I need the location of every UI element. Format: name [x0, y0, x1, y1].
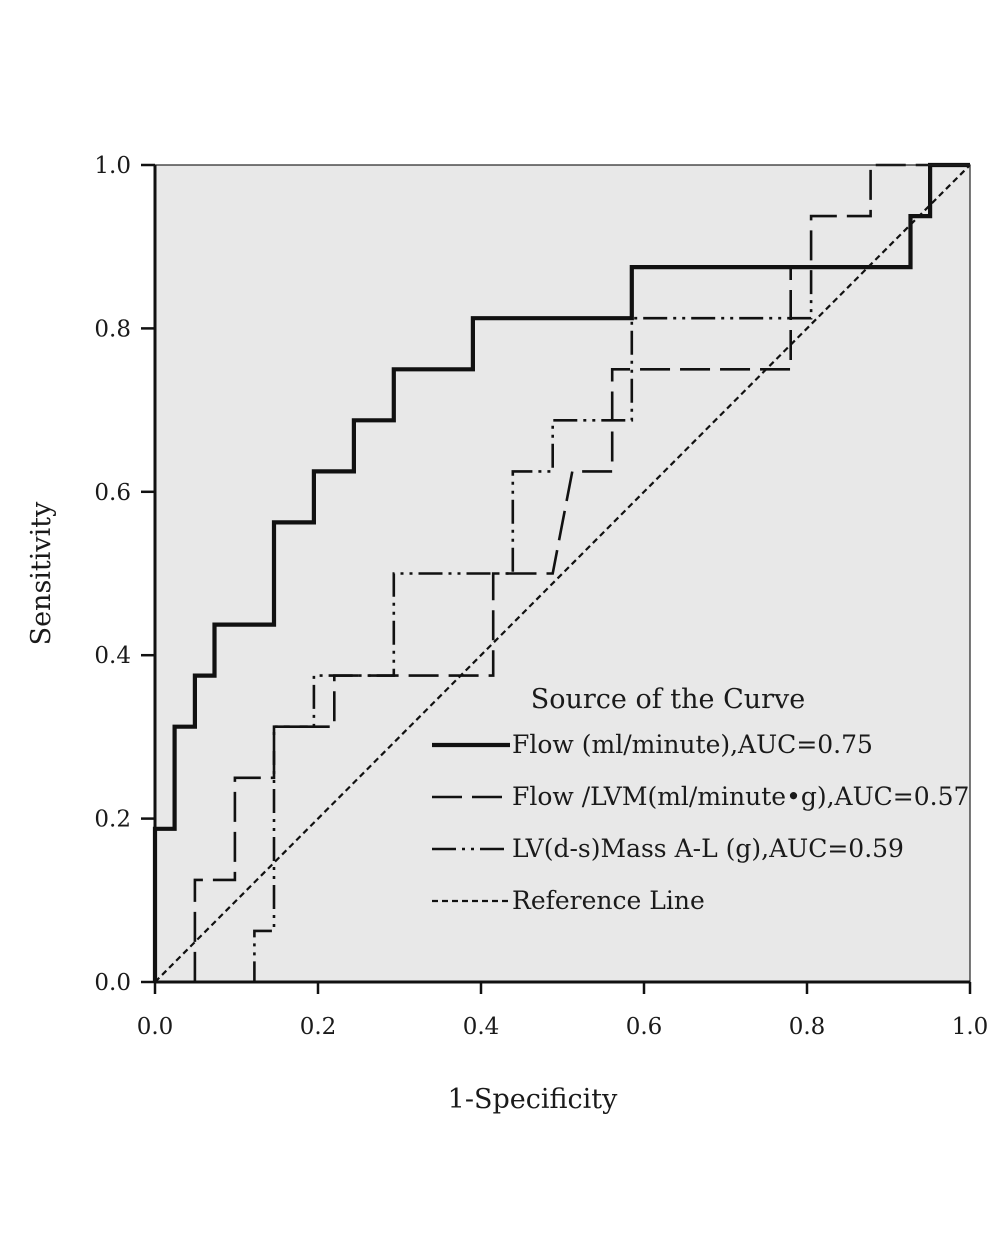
x-tick-label: 1.0 [952, 1014, 989, 1040]
legend-flow-label: Flow (ml/minute),AUC=0.75 [512, 730, 873, 759]
legend-lv-mass-label: LV(d-s)Mass A-L (g),AUC=0.59 [512, 834, 904, 863]
legend-title: Source of the Curve [531, 684, 806, 715]
y-tick-label: 1.0 [94, 153, 131, 179]
series-line-4 [154, 164, 971, 983]
series-line-2 [155, 163, 970, 984]
y-tick-label: 0.6 [94, 480, 131, 506]
axes-layer [153, 164, 971, 984]
x-tick-label: 0.2 [300, 1014, 337, 1040]
x-tick-label: 0.8 [789, 1014, 826, 1040]
legend: Source of the Curve Flow (ml/minute),AUC… [432, 684, 969, 915]
x-tick-label: 0.4 [463, 1014, 500, 1040]
series-line-1 [152, 162, 970, 982]
y-tick-label: 0.4 [94, 643, 131, 669]
x-tick-label: 0.6 [626, 1014, 663, 1040]
y-tick-label: 0.2 [94, 807, 131, 833]
legend-reference-label: Reference Line [512, 886, 705, 915]
y-axis-title: Sensitivity [26, 501, 57, 646]
ticks-layer: 0.0 0.2 0.4 0.6 0.8 1.0 0.0 0.2 0.4 0.6 0.8 1.0 [94, 153, 988, 1040]
x-axis-title: 1-Specificity [448, 1084, 618, 1115]
legend-flow-lvm-label: Flow /LVM(ml/minute•g),AUC=0.57 [512, 782, 969, 811]
x-tick-label: 0.0 [137, 1014, 174, 1040]
series-layer [152, 162, 971, 984]
y-tick-label: 0.0 [94, 970, 131, 996]
y-tick-label: 0.8 [94, 316, 131, 342]
